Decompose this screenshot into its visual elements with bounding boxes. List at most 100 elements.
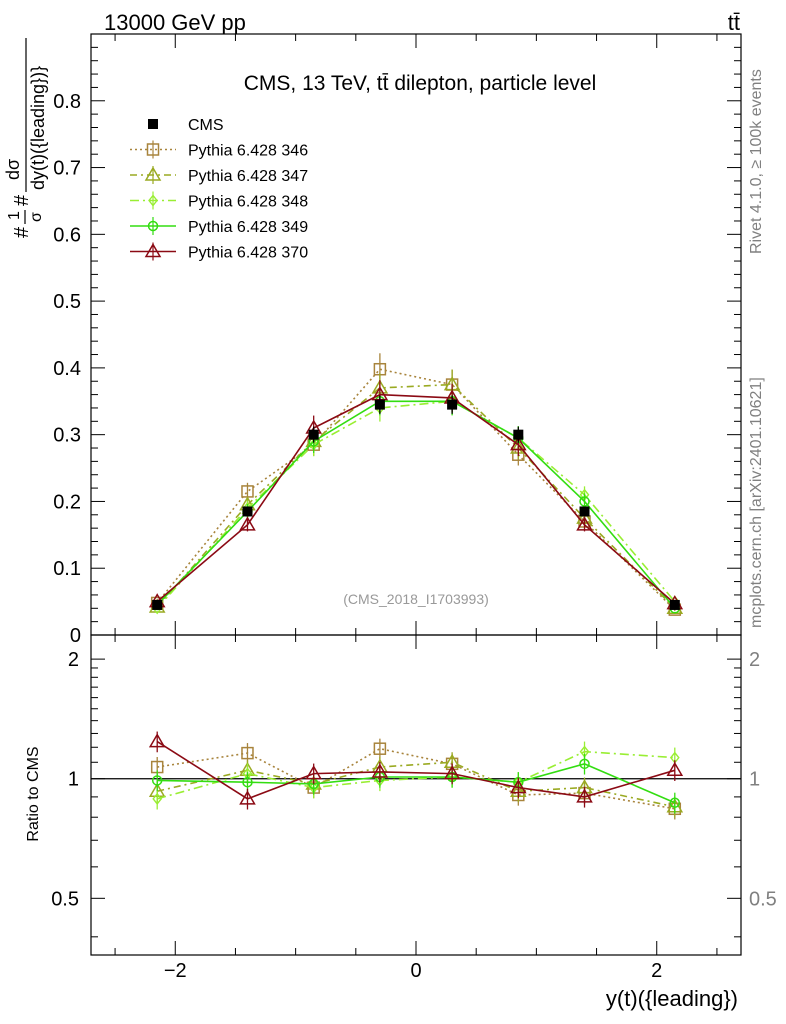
data-point: [151, 775, 163, 786]
y-tick-label: 0.6: [53, 224, 81, 246]
ylabel-denominator: dy(t)({leading})}: [28, 66, 48, 190]
series-pythia-6-428-347: [148, 369, 684, 615]
series-pythia-6-428-370: [148, 380, 684, 610]
series-pythia-6-428-370: [148, 731, 684, 810]
legend-label: Pythia 6.428 349: [188, 219, 308, 236]
y-tick-label: 0.8: [53, 91, 81, 113]
data-point: [305, 765, 322, 780]
legend-item: CMS: [148, 117, 224, 134]
rivet-label: Rivet 4.1.0, ≥ 100k events: [748, 69, 765, 254]
cms-point: [669, 599, 680, 610]
legend-item: Pythia 6.428 347: [130, 166, 308, 185]
cms-point: [513, 429, 524, 440]
series-line: [156, 393, 676, 605]
series-pythia-6-428-346: [150, 353, 682, 616]
series-line: [156, 400, 676, 609]
cms-point: [308, 429, 319, 440]
series-pythia-6-428-348: [152, 387, 680, 615]
cms-point: [579, 506, 590, 517]
cms-point: [152, 599, 163, 610]
legend-label: CMS: [188, 117, 224, 134]
process-label: tt̄: [728, 10, 740, 35]
legend-marker: [144, 166, 162, 181]
ratio-tick-label-right: 2: [749, 649, 760, 671]
legend-marker: [148, 194, 158, 207]
legend-item: Pythia 6.428 370: [130, 242, 308, 262]
data-point: [576, 516, 593, 531]
ratio-tick-label: 1: [68, 769, 79, 791]
ylabel-hash-1: #: [11, 226, 33, 238]
data-point: [241, 746, 254, 760]
data-point: [373, 742, 387, 755]
y-tick-label: 0.5: [53, 291, 81, 313]
data-point: [666, 761, 684, 777]
data-point: [239, 516, 256, 531]
legend-label: Pythia 6.428 347: [188, 168, 308, 185]
x-tick-label: 2: [651, 960, 662, 982]
legend: CMS Pythia 6.428 346 Pythia 6.428 347 Pythi…: [130, 117, 308, 262]
ratio-tick-label: 2: [68, 649, 79, 671]
data-point: [576, 788, 593, 803]
series-line: [156, 400, 676, 609]
legend-label: Pythia 6.428 348: [188, 194, 308, 211]
series-line: [157, 763, 676, 804]
series-pythia-6-428-347: [148, 752, 684, 818]
cms-point: [447, 399, 458, 410]
legend-marker: [146, 143, 160, 156]
data-point: [669, 797, 681, 808]
x-axis-label: y(t)({leading}): [606, 986, 738, 1011]
cms-point: [242, 506, 253, 517]
series-line: [156, 740, 676, 800]
analysis-watermark: (CMS_2018_I1703993): [343, 591, 489, 607]
cms-point: [374, 399, 385, 410]
y-tick-label: 0.3: [53, 425, 81, 447]
main-series-layer: [148, 353, 684, 616]
ratio-series-layer: [148, 731, 684, 820]
main-y-axis-label: # 1 σ # dσ dy(t)({leading})}: [3, 38, 48, 238]
data-point: [242, 776, 253, 788]
legend-marker: [148, 119, 158, 129]
y-tick-label: 0.1: [53, 558, 81, 580]
ylabel-hash-2: #: [11, 194, 33, 206]
ratio-axis-ticks: 0.5 0.5 1 1 2 2 −2 0 2: [51, 635, 777, 982]
series-pythia-6-428-349: [151, 753, 681, 814]
data-point: [152, 792, 163, 805]
data-point: [579, 758, 590, 770]
data-point: [148, 733, 166, 748]
y-tick-label: 0: [70, 625, 81, 647]
ratio-y-axis-label: Ratio to CMS: [25, 746, 42, 841]
series-line: [156, 383, 676, 609]
series-cms: [152, 395, 680, 610]
y-tick-label: 0.4: [53, 358, 81, 380]
series-line: [157, 761, 675, 808]
ratio-tick-label-right: 0.5: [749, 888, 777, 910]
legend-marker: [144, 243, 162, 258]
data-point: [510, 436, 527, 451]
legend-label: Pythia 6.428 370: [188, 245, 308, 262]
data-point: [510, 779, 527, 794]
plot-title: CMS, 13 TeV, tt̄ dilepton, particle leve…: [244, 72, 597, 95]
y-tick-label: 0.2: [53, 491, 81, 513]
legend-item: Pythia 6.428 346: [130, 140, 308, 160]
legend-item: Pythia 6.428 349: [130, 217, 308, 236]
legend-label: Pythia 6.428 346: [188, 143, 308, 160]
series-line: [156, 368, 676, 611]
ylabel-one: 1: [6, 211, 23, 220]
ratio-plot-frame: [90, 634, 742, 956]
series-pythia-6-428-349: [151, 387, 681, 614]
data-point: [579, 496, 590, 507]
data-point: [443, 765, 461, 780]
series-pythia-6-428-348: [152, 741, 680, 810]
ylabel-sigma: σ: [28, 212, 45, 222]
x-tick-label: −2: [164, 960, 187, 982]
data-point: [239, 790, 256, 805]
mcplots-label: mcplots.cern.ch [arXiv:2401.10621]: [748, 377, 765, 628]
legend-marker: [147, 220, 159, 232]
ratio-tick-label: 0.5: [51, 888, 79, 910]
energy-label: 13000 GeV pp: [104, 10, 246, 35]
legend-item: Pythia 6.428 348: [130, 191, 308, 211]
y-tick-label: 0.7: [53, 158, 81, 180]
data-point: [371, 763, 389, 778]
main-axis-ticks: 0 0.1 0.2 0.3 0.4 0.5 0.6 0.7 0.8: [53, 34, 741, 647]
